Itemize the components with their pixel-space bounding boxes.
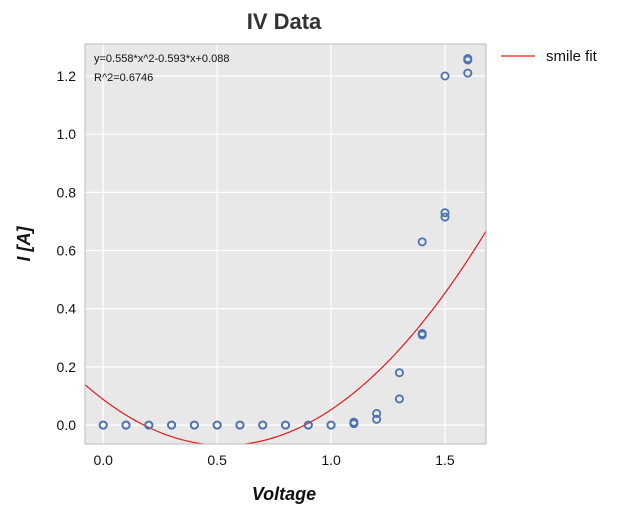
x-tick-label: 1.0 bbox=[321, 452, 341, 468]
data-point bbox=[98, 420, 108, 430]
chart-title: IV Data bbox=[247, 9, 322, 34]
y-tick-label: 1.2 bbox=[57, 68, 77, 84]
r-squared-annotation: R^2=0.6746 bbox=[94, 72, 153, 84]
data-point bbox=[440, 71, 450, 81]
data-point bbox=[440, 212, 450, 222]
legend: smile fit bbox=[501, 48, 598, 65]
fit-curve-smile-fit bbox=[85, 230, 486, 444]
plot-frame bbox=[84, 43, 487, 445]
x-tick-label: 1.5 bbox=[435, 452, 455, 468]
fit-equation-annotation: y=0.558*x^2-0.593*x+0.088 bbox=[94, 53, 229, 65]
data-point bbox=[212, 420, 222, 430]
data-point bbox=[394, 394, 404, 404]
data-point bbox=[144, 420, 154, 430]
y-tick-label: 0.4 bbox=[57, 301, 77, 317]
data-point bbox=[463, 54, 473, 64]
data-point bbox=[440, 208, 450, 218]
data-point bbox=[121, 420, 131, 430]
data-point bbox=[167, 420, 177, 430]
data-point bbox=[349, 417, 359, 427]
data-point bbox=[417, 237, 427, 247]
data-point bbox=[394, 368, 404, 378]
x-tick-label: 0.5 bbox=[207, 452, 227, 468]
y-tick-label: 0.2 bbox=[57, 359, 77, 375]
x-tick-label: 0.0 bbox=[93, 452, 113, 468]
legend-label-smile-fit: smile fit bbox=[546, 48, 598, 65]
data-point bbox=[280, 420, 290, 430]
data-point bbox=[417, 328, 427, 338]
y-axis-label: I [A] bbox=[14, 226, 34, 262]
data-point bbox=[463, 68, 473, 78]
y-tick-label: 1.0 bbox=[57, 126, 77, 142]
y-tick-label: 0.8 bbox=[57, 184, 77, 200]
data-point bbox=[303, 420, 313, 430]
data-point bbox=[372, 414, 382, 424]
y-tick-label: 0.0 bbox=[57, 417, 77, 433]
data-point bbox=[189, 420, 199, 430]
data-point bbox=[258, 420, 268, 430]
y-tick-label: 0.6 bbox=[57, 243, 77, 259]
data-point bbox=[326, 420, 336, 430]
data-point bbox=[372, 408, 382, 418]
data-point bbox=[235, 420, 245, 430]
x-axis-label: Voltage bbox=[252, 484, 316, 504]
